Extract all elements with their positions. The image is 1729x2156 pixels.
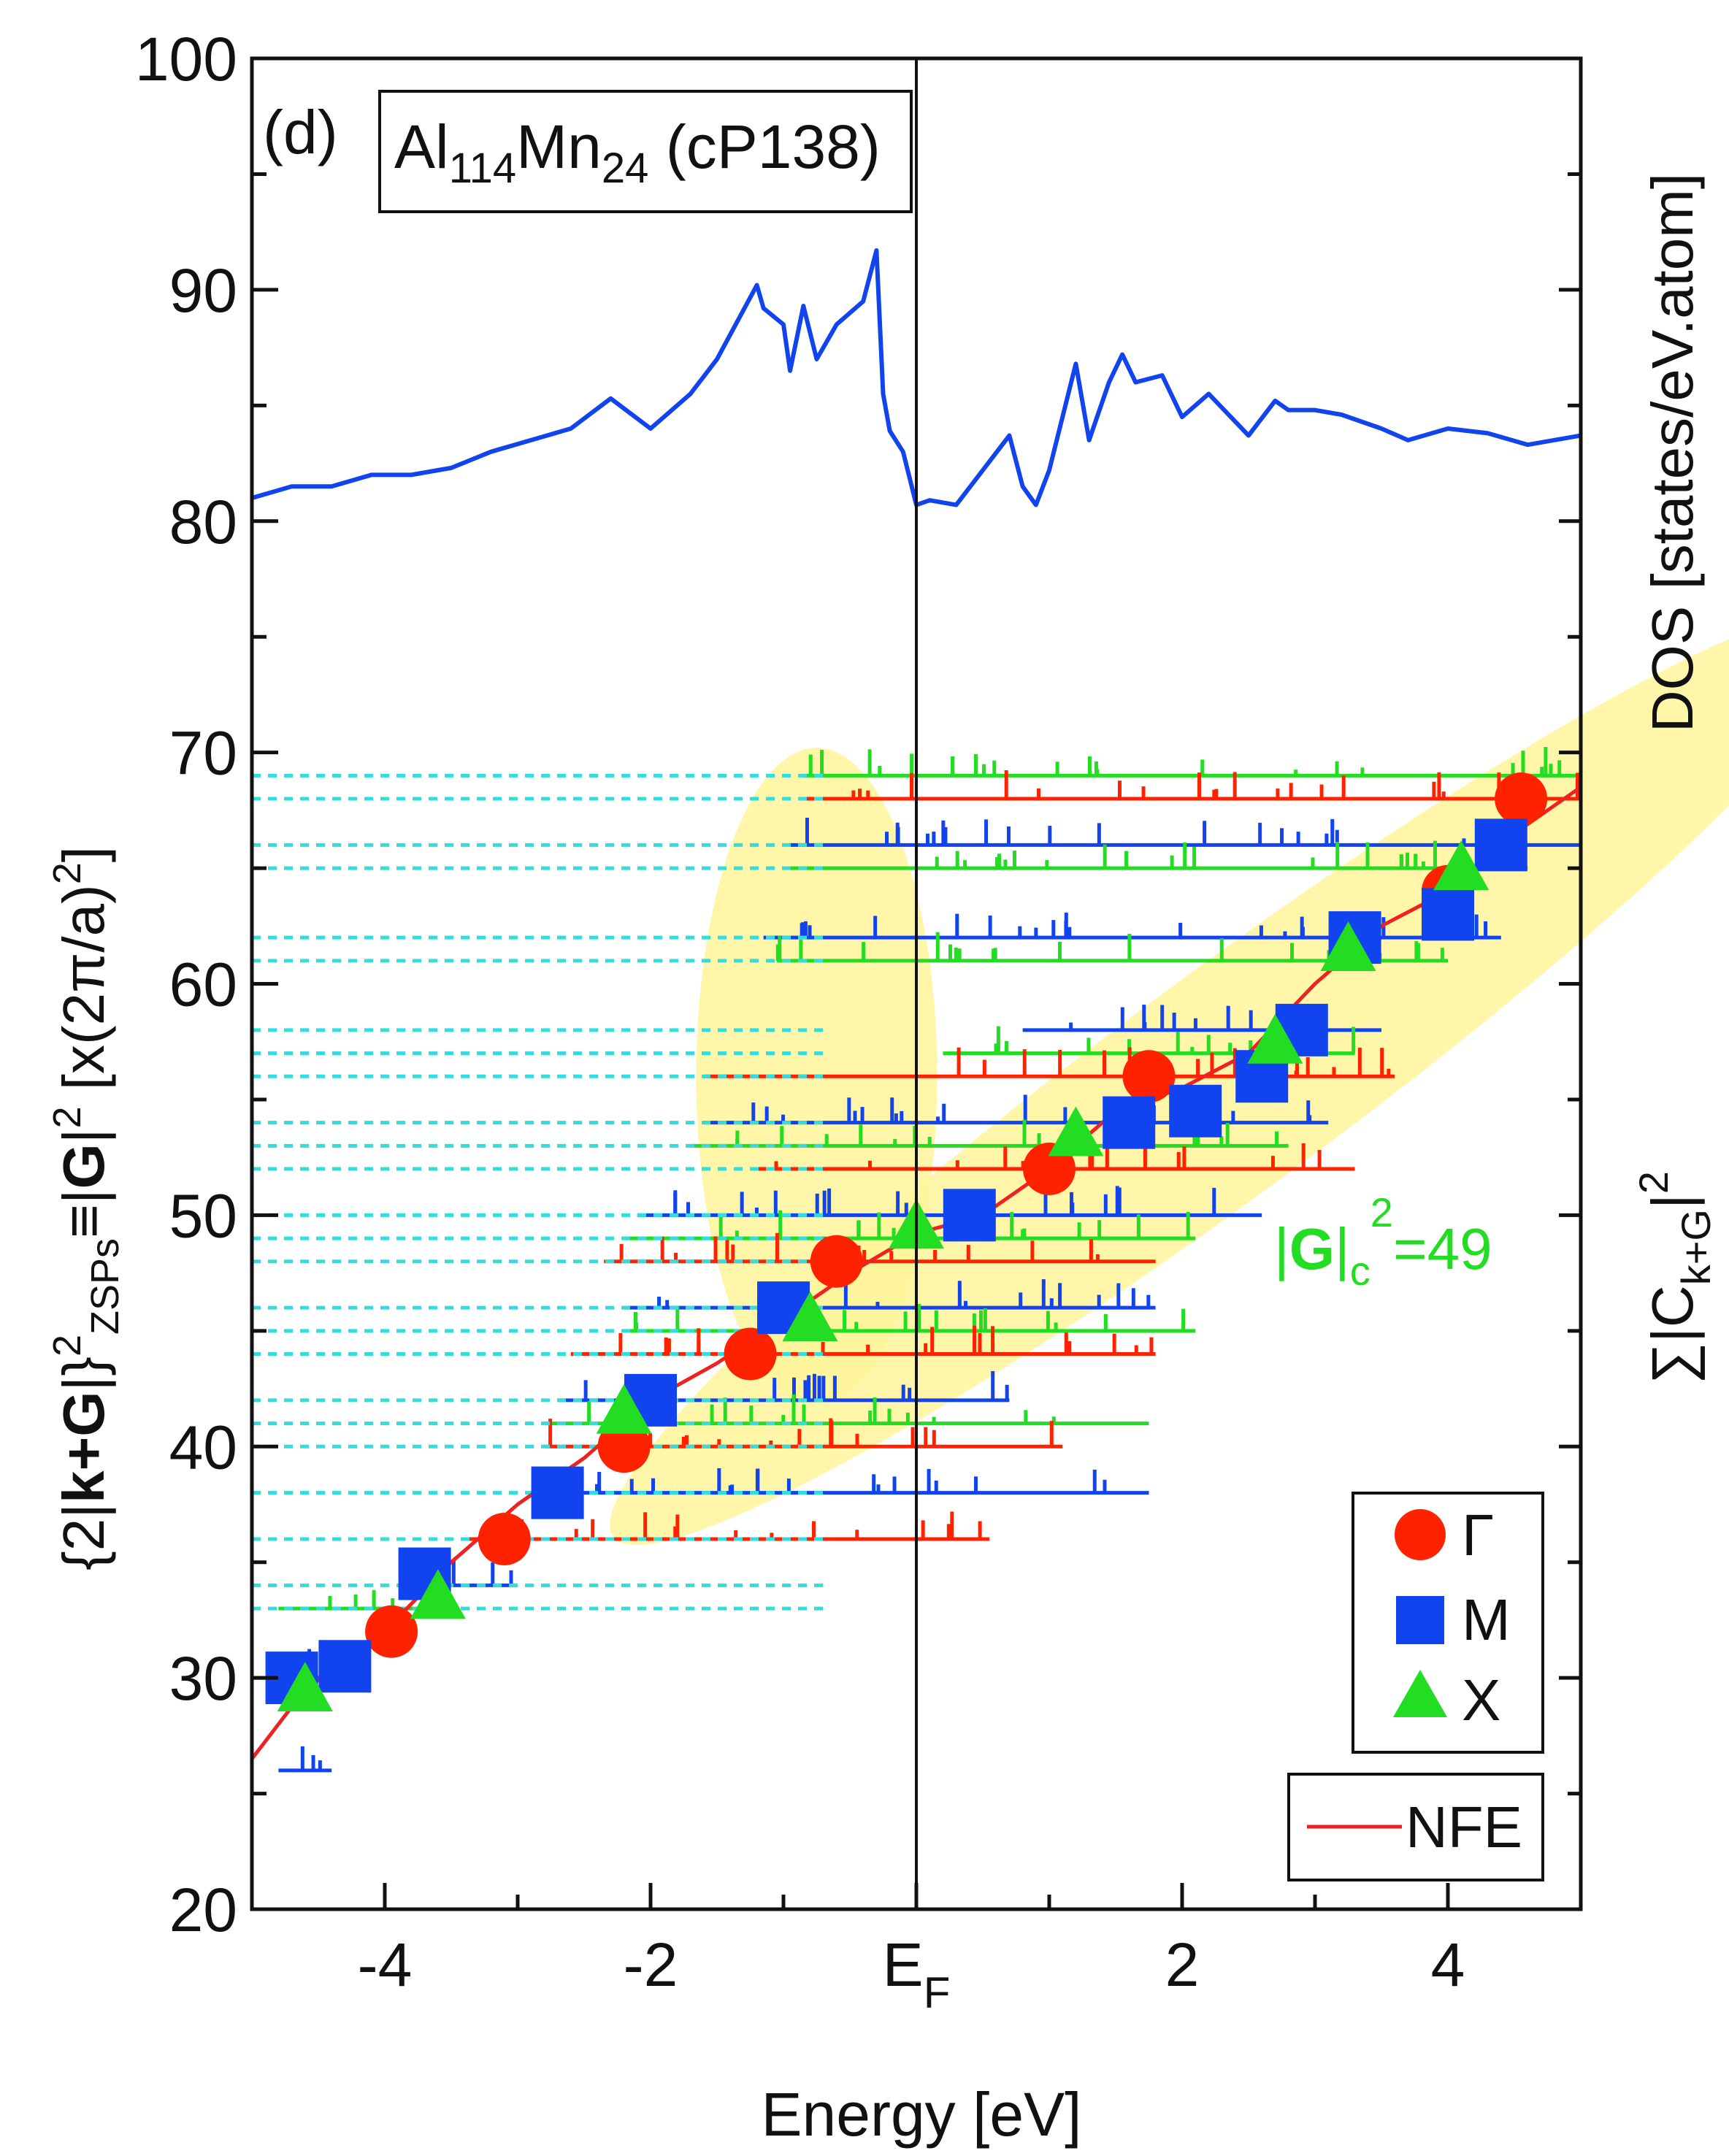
axis-ticks: -4 -2 EF 2 4 20 30 40 50 60 70 80 90 100 [135,25,1583,2017]
symbol-legend-box [1352,1492,1544,1754]
gamma-marker [1495,772,1548,825]
x-tick-label: -2 [624,1930,678,1999]
m-marker [531,1466,584,1519]
y-tick-label: 70 [169,719,237,788]
m-marker [1474,818,1527,872]
y-tick-label: 100 [135,25,237,93]
y-tick-label: 40 [169,1413,237,1481]
x-marker [1048,1106,1104,1156]
y-tick-label: 90 [169,256,237,325]
legend-m-label: M [1462,1587,1511,1652]
zsp-bar-group [790,840,1528,870]
legend-gamma-label: Γ [1462,1503,1494,1568]
zsp-bar-group [803,770,1581,801]
panel-label: (d) [263,98,338,166]
m-marker [1103,1096,1156,1149]
x-tick-label: -4 [358,1930,413,1999]
x-marker [1320,921,1376,971]
zsp-bar-group [278,1746,332,1773]
m-marker [318,1640,372,1693]
m-marker [1422,888,1474,941]
y-axis-title-left: {2|k+G|}2ZSPs≡|G|2 [x(2π/a)2] [45,846,127,1570]
compound-label: Al114Mn24 (cP138) [394,112,881,192]
m-marker [1169,1084,1222,1138]
legend-nfe-label: NFE [1406,1795,1522,1860]
x-axis-title: Energy [eV] [762,2080,1082,2149]
y-tick-label: 80 [169,488,237,556]
zsp-bar-group [703,1094,1329,1125]
x-marker [1247,1013,1303,1064]
x-marker [782,1291,838,1341]
line-legend: NFE [1287,1773,1544,1881]
x-marker [596,1384,652,1434]
gc-annotation: |G|c2=49 [1274,1189,1492,1294]
legend-x-label: X [1462,1668,1500,1733]
x-marker [277,1661,333,1711]
dos-curve [251,248,1582,507]
legend-m-marker [1396,1596,1444,1644]
gamma-marker [365,1605,418,1658]
legend-gamma-marker [1395,1509,1446,1560]
y-tick-label: 60 [169,951,237,1019]
symbol-legend: Γ M X [1352,1492,1544,1754]
y-tick-label: 30 [169,1644,237,1713]
x-tick-label: EF [883,1930,951,2017]
gamma-marker [724,1327,777,1381]
m-marker [943,1189,996,1242]
x-marker [410,1569,466,1619]
y-axis-title-right-ckg: ∑|Ck+G|2 [1630,1171,1719,1384]
data-markers [265,772,1548,1711]
zsp-bar-group [464,1511,990,1541]
gamma-marker [478,1513,531,1565]
y-axis-title-right-dos: DOS [states/eV.atom] [1640,173,1705,732]
y-tick-label: 50 [169,1181,237,1250]
compound-box [378,90,913,213]
x-marker [1433,840,1490,891]
gamma-marker [1122,1050,1176,1103]
gamma-marker [810,1235,863,1288]
legend-x-marker [1393,1670,1447,1717]
x-tick-label: 2 [1165,1930,1200,1999]
zsp-bar-group [803,747,1581,778]
x-tick-label: 4 [1431,1930,1465,1999]
y-tick-label: 20 [169,1876,237,1944]
